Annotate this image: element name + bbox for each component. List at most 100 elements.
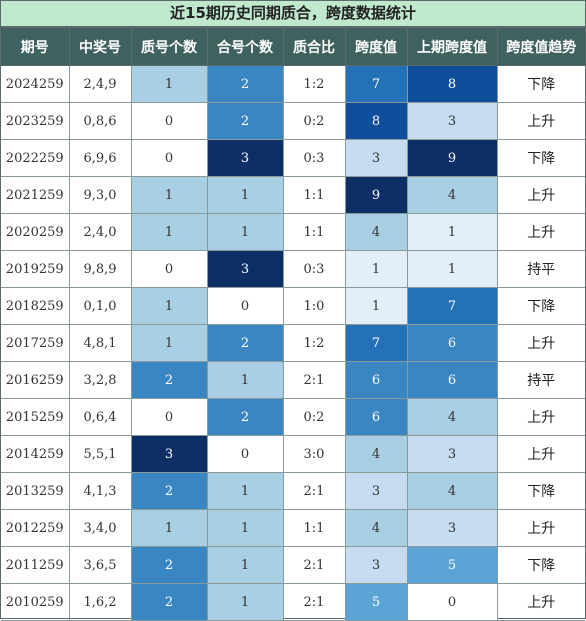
cell-span: 6 <box>344 361 408 399</box>
cell-prev-span: 6 <box>406 324 498 362</box>
cell-period: 2011259 <box>1 546 70 584</box>
header-prime-count: 质号个数 <box>130 27 208 66</box>
header-composite-count: 合号个数 <box>206 27 284 66</box>
cell-prime-count: 1 <box>130 176 208 214</box>
cell-span: 6 <box>344 398 408 436</box>
cell-prime-count: 0 <box>130 139 208 177</box>
cell-prev-span: 1 <box>406 250 498 288</box>
cell-ratio: 0:2 <box>282 102 346 140</box>
cell-composite-count: 2 <box>206 102 284 140</box>
cell-numbers: 9,3,0 <box>68 176 132 214</box>
cell-prime-count: 0 <box>130 250 208 288</box>
table-row: 2019259 9,8,9 0 3 0:3 1 1 持平 <box>1 250 585 288</box>
cell-period: 2010259 <box>1 583 70 621</box>
cell-period: 2022259 <box>1 139 70 177</box>
cell-numbers: 0,8,6 <box>68 102 132 140</box>
table-title: 近15期历史同期质合，跨度数据统计 <box>1 1 585 27</box>
cell-prev-span: 4 <box>406 176 498 214</box>
cell-ratio: 2:1 <box>282 361 346 399</box>
cell-composite-count: 3 <box>206 250 284 288</box>
header-span-trend: 跨度值趋势 <box>496 27 585 66</box>
cell-span: 1 <box>344 287 408 325</box>
cell-span-trend: 持平 <box>496 361 585 399</box>
cell-numbers: 3,6,5 <box>68 546 132 584</box>
stats-table: 期号 中奖号 质号个数 合号个数 质合比 跨度值 上期跨度值 跨度值趋势 202… <box>1 27 585 621</box>
cell-numbers: 4,1,3 <box>68 472 132 510</box>
cell-composite-count: 2 <box>206 65 284 103</box>
table-row: 2018259 0,1,0 1 0 1:0 1 7 下降 <box>1 287 585 325</box>
cell-period: 2024259 <box>1 65 70 103</box>
cell-prev-span: 6 <box>406 361 498 399</box>
header-numbers: 中奖号 <box>68 27 132 66</box>
cell-span-trend: 上升 <box>496 509 585 547</box>
cell-composite-count: 0 <box>206 435 284 473</box>
header-period: 期号 <box>1 27 70 66</box>
cell-composite-count: 1 <box>206 472 284 510</box>
cell-span-trend: 下降 <box>496 546 585 584</box>
cell-period: 2020259 <box>1 213 70 251</box>
cell-numbers: 2,4,0 <box>68 213 132 251</box>
cell-span: 4 <box>344 509 408 547</box>
cell-span: 3 <box>344 139 408 177</box>
table-row: 2023259 0,8,6 0 2 0:2 8 3 上升 <box>1 102 585 140</box>
table-row: 2024259 2,4,9 1 2 1:2 7 8 下降 <box>1 65 585 103</box>
cell-span-trend: 下降 <box>496 65 585 103</box>
cell-span: 7 <box>344 324 408 362</box>
cell-span-trend: 上升 <box>496 176 585 214</box>
cell-period: 2023259 <box>1 102 70 140</box>
header-span: 跨度值 <box>344 27 408 66</box>
cell-span: 4 <box>344 213 408 251</box>
header-ratio: 质合比 <box>282 27 346 66</box>
cell-period: 2017259 <box>1 324 70 362</box>
cell-prev-span: 3 <box>406 102 498 140</box>
cell-ratio: 1:2 <box>282 324 346 362</box>
cell-span: 8 <box>344 102 408 140</box>
cell-period: 2012259 <box>1 509 70 547</box>
cell-prev-span: 8 <box>406 65 498 103</box>
table-row: 2016259 3,2,8 2 1 2:1 6 6 持平 <box>1 361 585 399</box>
table-row: 2020259 2,4,0 1 1 1:1 4 1 上升 <box>1 213 585 251</box>
cell-prev-span: 5 <box>406 546 498 584</box>
table-row: 2012259 3,4,0 1 1 1:1 4 3 上升 <box>1 509 585 547</box>
cell-composite-count: 2 <box>206 398 284 436</box>
cell-numbers: 0,1,0 <box>68 287 132 325</box>
cell-numbers: 0,6,4 <box>68 398 132 436</box>
cell-span: 1 <box>344 250 408 288</box>
cell-composite-count: 1 <box>206 361 284 399</box>
header-prev-span: 上期跨度值 <box>406 27 498 66</box>
table-row: 2013259 4,1,3 2 1 2:1 3 4 下降 <box>1 472 585 510</box>
cell-numbers: 1,6,2 <box>68 583 132 621</box>
cell-composite-count: 0 <box>206 287 284 325</box>
cell-period: 2015259 <box>1 398 70 436</box>
cell-period: 2013259 <box>1 472 70 510</box>
cell-prime-count: 1 <box>130 324 208 362</box>
cell-numbers: 9,8,9 <box>68 250 132 288</box>
table-row: 2021259 9,3,0 1 1 1:1 9 4 上升 <box>1 176 585 214</box>
cell-composite-count: 3 <box>206 139 284 177</box>
cell-prev-span: 3 <box>406 509 498 547</box>
cell-prime-count: 0 <box>130 102 208 140</box>
cell-prev-span: 7 <box>406 287 498 325</box>
cell-prev-span: 4 <box>406 472 498 510</box>
cell-span-trend: 下降 <box>496 139 585 177</box>
cell-prev-span: 9 <box>406 139 498 177</box>
table-row: 2010259 1,6,2 2 1 2:1 5 0 上升 <box>1 583 585 621</box>
cell-span: 5 <box>344 583 408 621</box>
table-row: 2017259 4,8,1 1 2 1:2 7 6 上升 <box>1 324 585 362</box>
cell-ratio: 2:1 <box>282 583 346 621</box>
table-row: 2011259 3,6,5 2 1 2:1 3 5 下降 <box>1 546 585 584</box>
cell-composite-count: 2 <box>206 324 284 362</box>
cell-prev-span: 4 <box>406 398 498 436</box>
cell-period: 2016259 <box>1 361 70 399</box>
cell-numbers: 3,2,8 <box>68 361 132 399</box>
cell-composite-count: 1 <box>206 583 284 621</box>
cell-prime-count: 1 <box>130 287 208 325</box>
cell-span: 4 <box>344 435 408 473</box>
cell-span-trend: 上升 <box>496 583 585 621</box>
cell-composite-count: 1 <box>206 509 284 547</box>
cell-span-trend: 下降 <box>496 287 585 325</box>
cell-period: 2018259 <box>1 287 70 325</box>
cell-prime-count: 2 <box>130 583 208 621</box>
cell-span-trend: 上升 <box>496 102 585 140</box>
